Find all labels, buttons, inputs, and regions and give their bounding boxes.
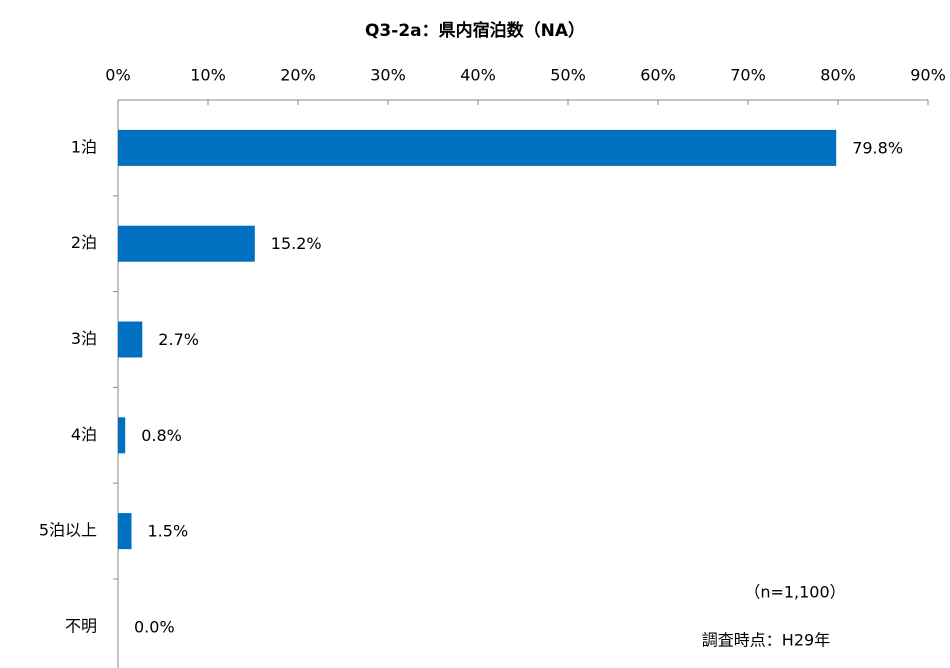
y-tick-label: 5泊以上 <box>39 521 97 540</box>
data-label: 0.8% <box>141 426 182 445</box>
y-tick-label: 不明 <box>65 616 97 635</box>
y-tick-label: 3泊 <box>71 329 97 348</box>
annotation: 調査時点：H29年 <box>702 631 830 650</box>
y-tick-label: 4泊 <box>71 425 97 444</box>
x-tick-label: 70% <box>730 66 766 85</box>
x-tick-label: 10% <box>190 66 226 85</box>
bar <box>118 513 132 550</box>
y-tick-label: 2泊 <box>71 233 97 252</box>
bar <box>118 321 143 358</box>
bar <box>118 225 255 262</box>
data-label: 2.7% <box>158 330 199 349</box>
x-tick-label: 30% <box>370 66 406 85</box>
x-tick-label: 60% <box>640 66 676 85</box>
x-tick-label: 80% <box>820 66 856 85</box>
bar <box>118 129 837 166</box>
data-label: 79.8% <box>852 138 903 157</box>
y-tick-label: 1泊 <box>71 137 97 156</box>
x-tick-label: 0% <box>105 66 130 85</box>
data-label: 15.2% <box>271 234 322 253</box>
annotation: （n=1,100） <box>744 583 845 602</box>
x-tick-label: 90% <box>910 66 946 85</box>
data-label: 0.0% <box>134 617 175 636</box>
x-tick-label: 50% <box>550 66 586 85</box>
x-tick-label: 40% <box>460 66 496 85</box>
bar <box>118 417 126 454</box>
chart-title: Q3-2a：県内宿泊数（NA） <box>365 20 585 41</box>
x-tick-label: 20% <box>280 66 316 85</box>
data-label: 1.5% <box>148 522 189 541</box>
